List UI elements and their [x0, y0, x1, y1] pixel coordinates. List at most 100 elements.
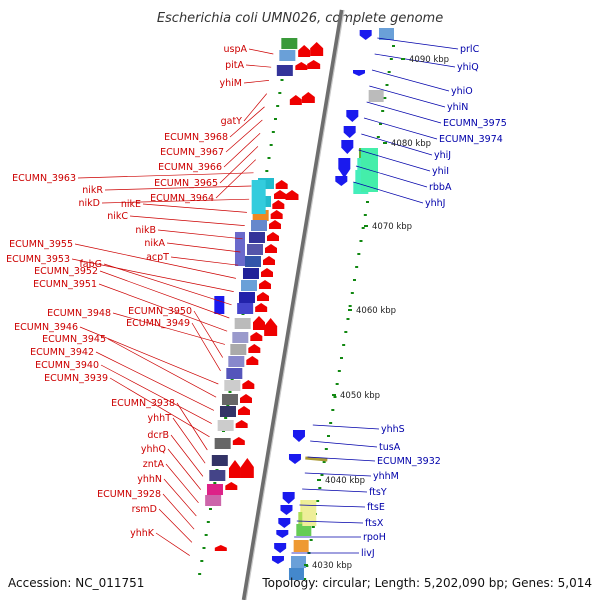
forward-gene-arrow — [272, 200, 285, 209]
gene-block — [378, 28, 394, 40]
gene-block — [251, 180, 266, 214]
gene-block — [242, 268, 259, 279]
leader-line — [107, 338, 217, 398]
leader-line — [310, 440, 378, 448]
forward-gene-arrow — [242, 380, 255, 389]
leader-line — [225, 119, 263, 153]
tick-mark — [333, 396, 337, 398]
tick-mark — [326, 435, 330, 437]
leader-line — [99, 270, 230, 319]
forward-gene-arrow — [270, 210, 283, 219]
gene-label-rsmd: rsmD — [132, 504, 157, 515]
gene-label-ecumn_3928: ECUMN_3928 — [97, 489, 161, 500]
tick-mark — [208, 508, 212, 510]
tick-mark — [331, 409, 335, 411]
leader-line — [163, 478, 197, 517]
gene-block — [234, 232, 245, 266]
reverse-gene-arrow — [346, 110, 359, 122]
gene-label-ecumn_3975: ECUMN_3975 — [443, 118, 507, 129]
gene-block — [276, 65, 293, 76]
gene-block — [279, 50, 296, 61]
forward-gene-arrow — [232, 437, 245, 445]
forward-gene-arrow — [264, 318, 278, 336]
tick-mark — [324, 448, 328, 450]
gene-block — [224, 380, 241, 391]
gene-block — [296, 524, 312, 536]
tick-mark — [204, 534, 208, 536]
gene-label-ecumn_3949: ECUMN_3949 — [126, 318, 190, 329]
scale-tick — [401, 58, 405, 60]
leader-line — [158, 508, 193, 543]
forward-gene-arrow — [298, 45, 311, 57]
forward-gene-arrow — [255, 303, 268, 312]
map-title: Escherichia coli UMN026, complete genome — [157, 11, 443, 26]
gene-block — [206, 484, 223, 495]
leader-line — [77, 172, 254, 179]
tick-mark — [276, 105, 280, 107]
gene-block — [288, 568, 304, 580]
scale-label: 4030 kbp — [312, 561, 352, 571]
reverse-gene-arrow — [278, 518, 291, 528]
gene-block — [214, 296, 225, 314]
tick-mark — [363, 214, 367, 216]
leader-line — [176, 402, 208, 451]
leader-line — [219, 146, 259, 184]
gene-label-ecumn_3942: ECUMN_3942 — [30, 347, 94, 358]
leader-line — [98, 283, 228, 332]
forward-gene-arrow — [262, 256, 275, 265]
forward-gene-arrow — [260, 268, 273, 277]
gene-label-ecumn_3945: ECUMN_3945 — [42, 334, 106, 345]
leader-line — [170, 434, 204, 477]
leader-line — [165, 463, 199, 504]
tick-mark — [198, 573, 202, 575]
forward-gene-arrow — [264, 244, 277, 253]
gene-label-ecumn_3955: ECUMN_3955 — [9, 239, 73, 250]
gene-label-ecumn_3938: ECUMN_3938 — [111, 398, 175, 409]
leader-line — [162, 493, 195, 530]
genome-backbone — [241, 9, 345, 600]
reverse-gene-arrow — [343, 126, 356, 138]
gene-label-nikd: nikD — [79, 198, 100, 209]
leader-lines — [71, 37, 459, 556]
tick-mark — [322, 461, 326, 463]
tick-mark — [378, 123, 382, 125]
gene-label-yhhs: yhhS — [381, 424, 405, 435]
tick-mark — [329, 422, 333, 424]
leader-line — [377, 37, 459, 50]
tick-mark — [309, 539, 313, 541]
tick-mark — [280, 79, 284, 81]
reverse-gene-arrow — [274, 543, 287, 553]
tick-mark — [365, 201, 369, 203]
gene-block — [240, 280, 257, 291]
tick-mark — [320, 474, 324, 476]
tick-mark — [202, 547, 206, 549]
gene-block — [250, 220, 267, 231]
gene-label-ecumn_3974: ECUMN_3974 — [439, 134, 503, 145]
leader-line — [104, 185, 252, 191]
gene-label-yhhj: yhhJ — [425, 198, 445, 209]
reverse-gene-arrow — [271, 556, 284, 564]
scale-tick — [383, 142, 387, 144]
leader-line — [245, 64, 272, 68]
forward-gene-arrow — [301, 92, 315, 103]
gene-label-ecumn_3932: ECUMN_3932 — [377, 456, 441, 467]
scale-label: 4060 kbp — [356, 306, 396, 316]
forward-gene-arrow — [273, 190, 286, 199]
tick-mark — [213, 482, 217, 484]
gene-label-dcrb: dcrB — [147, 430, 169, 441]
gene-label-ecumn_3967: ECUMN_3967 — [160, 147, 224, 158]
gene-block — [234, 318, 251, 329]
gene-block — [246, 244, 263, 255]
reverse-gene-arrow — [276, 530, 289, 538]
forward-gene-arrow — [266, 232, 279, 241]
scale-label: 4070 kbp — [372, 222, 412, 232]
reverse-gene-arrow — [292, 430, 305, 442]
tick-mark — [376, 136, 380, 138]
gene-label-yhio: yhiO — [451, 86, 473, 97]
leader-line — [296, 520, 364, 524]
gene-label-ecumn_3951: ECUMN_3951 — [33, 279, 97, 290]
gene-label-nikr: nikR — [82, 185, 103, 196]
gene-label-nikb: nikB — [135, 225, 156, 236]
gene-block — [219, 406, 236, 417]
scale-label: 4090 kbp — [409, 55, 449, 65]
